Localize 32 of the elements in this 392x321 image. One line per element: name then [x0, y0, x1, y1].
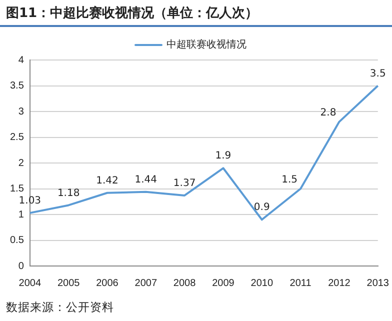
x-tick-label: 2010 [250, 278, 274, 289]
y-tick-label: 1 [18, 209, 24, 220]
data-label: 1.37 [173, 178, 196, 190]
data-label: 1.9 [215, 150, 232, 162]
data-label: 0.9 [254, 202, 270, 214]
data-label: 1.5 [282, 174, 298, 186]
y-tick-label: 2 [18, 158, 24, 169]
y-tick-label: 1.5 [10, 184, 24, 194]
data-label: 1.42 [96, 175, 118, 186]
x-tick-label: 2013 [366, 278, 390, 289]
y-tick-label: 3.5 [10, 80, 24, 92]
source-note: 数据来源：公开资料 [6, 300, 114, 315]
x-tick-label: 2006 [96, 278, 119, 289]
x-tick-label: 2012 [328, 278, 351, 289]
y-tick-label: 0.5 [10, 235, 24, 246]
chart-title: 图11：中超比赛收视情况（单位：亿人次） [6, 4, 258, 22]
data-label: 3.5 [370, 68, 386, 80]
legend-label: 中超联赛收视情况 [166, 38, 246, 51]
y-tick-label: 2.5 [10, 132, 24, 143]
data-label: 1.18 [57, 188, 80, 199]
x-tick-label: 2008 [173, 278, 196, 289]
y-tick-label: 4 [18, 54, 24, 66]
y-tick-label: 0 [18, 260, 24, 272]
data-label: 1.03 [18, 196, 42, 207]
data-label: 1.44 [134, 174, 158, 186]
y-tick-label: 3 [18, 106, 24, 118]
x-tick-label: 2005 [57, 278, 80, 289]
x-tick-label: 2009 [212, 278, 235, 289]
data-label: 2.8 [320, 107, 336, 118]
x-tick-label: 2004 [18, 278, 42, 289]
x-tick-label: 2011 [290, 278, 312, 289]
x-tick-label: 2007 [134, 278, 158, 289]
